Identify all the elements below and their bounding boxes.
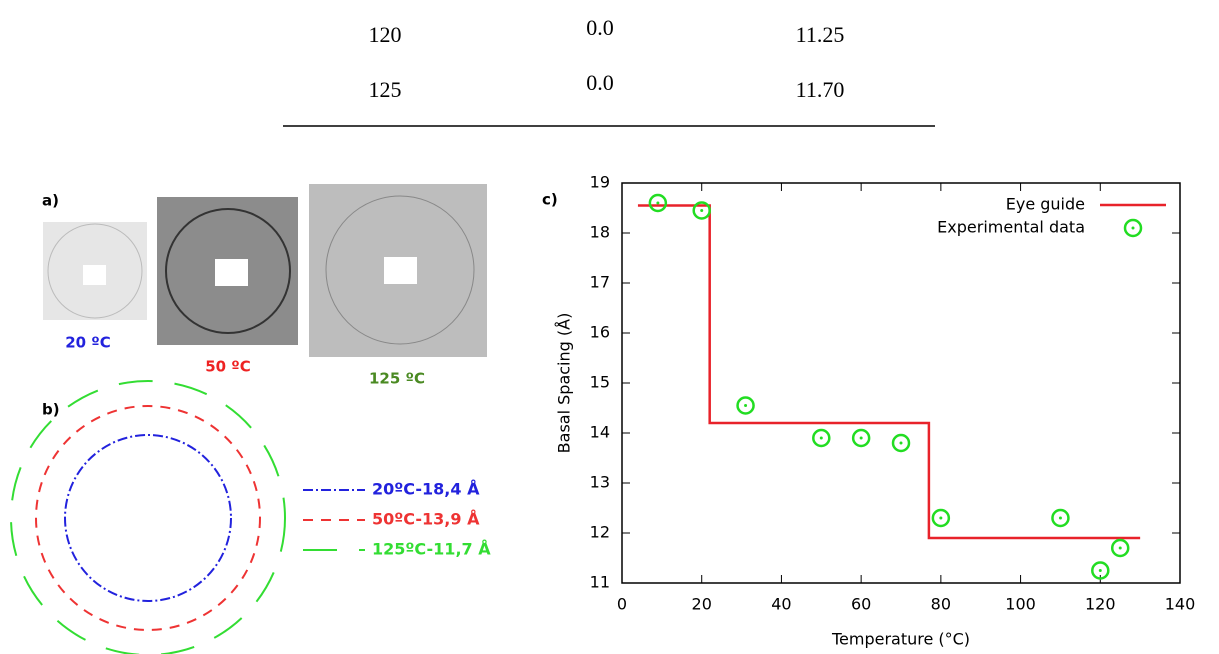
x-tick-label: 20 bbox=[692, 595, 712, 614]
y-tick-label: 14 bbox=[590, 423, 610, 442]
image-beamstop bbox=[215, 259, 248, 286]
page: 1200.011.251250.011.70 a) 20 ºC 50 ºC 12… bbox=[0, 0, 1219, 654]
legend-label: 20ºC-18,4 Å bbox=[372, 480, 480, 499]
panel-label: b) bbox=[42, 401, 60, 419]
table: 120 0.0 11.25 125 0.0 11.70 bbox=[369, 15, 845, 102]
image-beamstop bbox=[384, 257, 417, 284]
image-caption: 125 ºC bbox=[369, 370, 425, 388]
image-beamstop bbox=[83, 265, 106, 285]
marker-dot bbox=[900, 442, 903, 445]
table-cell: 0.0 bbox=[586, 70, 614, 95]
table-cell: 0.0 bbox=[586, 15, 614, 40]
chart: 11 12 13 14 15 16 17 18 19 0 20 40 60 80 100 120 140 Temp… bbox=[542, 173, 1195, 649]
marker-dot bbox=[700, 209, 703, 212]
plot-frame bbox=[622, 183, 1180, 583]
marker-dot bbox=[1119, 547, 1122, 550]
ring-diagram: 20ºC-18,4 Å 50ºC-13,9 Å 125ºC-11,7 Å bbox=[11, 381, 491, 654]
legend-label: 50ºC-13,9 Å bbox=[372, 510, 480, 529]
data-point bbox=[893, 435, 909, 451]
table-cell: 11.25 bbox=[796, 22, 845, 47]
marker-dot bbox=[939, 517, 942, 520]
y-tick-label: 18 bbox=[590, 223, 610, 242]
eye-guide-line bbox=[638, 206, 1140, 539]
legend-marker bbox=[1132, 227, 1135, 230]
y-tick-label: 12 bbox=[590, 523, 610, 542]
x-tick-label: 120 bbox=[1085, 595, 1116, 614]
table-cell: 120 bbox=[369, 22, 402, 47]
marker-dot bbox=[744, 404, 747, 407]
data-point bbox=[933, 510, 949, 526]
y-axis-label: Basal Spacing (Å) bbox=[555, 313, 574, 454]
data-point bbox=[853, 430, 869, 446]
data-point bbox=[650, 195, 666, 211]
data-point bbox=[738, 398, 754, 414]
y-tick-label: 19 bbox=[590, 173, 610, 192]
marker-dot bbox=[1059, 517, 1062, 520]
data-point bbox=[1112, 540, 1128, 556]
y-tick-label: 11 bbox=[590, 573, 610, 592]
panel-label: c) bbox=[542, 191, 558, 209]
marker-dot bbox=[1099, 569, 1102, 572]
x-tick-label: 100 bbox=[1005, 595, 1036, 614]
legend-label: 125ºC-11,7 Å bbox=[372, 540, 491, 559]
x-tick-label: 0 bbox=[617, 595, 627, 614]
legend-label: Experimental data bbox=[937, 218, 1085, 237]
ring bbox=[65, 435, 231, 601]
x-axis-label: Temperature (°C) bbox=[831, 630, 970, 649]
y-tick-label: 16 bbox=[590, 323, 610, 342]
y-tick-label: 15 bbox=[590, 373, 610, 392]
marker-dot bbox=[860, 437, 863, 440]
marker-dot bbox=[820, 437, 823, 440]
table-cell: 11.70 bbox=[796, 77, 845, 102]
x-tick-label: 80 bbox=[931, 595, 951, 614]
ring bbox=[36, 406, 260, 630]
image-caption: 20 ºC bbox=[65, 334, 111, 352]
x-tick-label: 40 bbox=[771, 595, 791, 614]
data-point bbox=[813, 430, 829, 446]
table-cell: 125 bbox=[369, 77, 402, 102]
ring bbox=[11, 381, 285, 654]
data-point bbox=[1052, 510, 1068, 526]
x-tick-label: 140 bbox=[1165, 595, 1196, 614]
legend-label: Eye guide bbox=[1006, 195, 1085, 214]
x-tick-label: 60 bbox=[851, 595, 871, 614]
marker-dot bbox=[656, 202, 659, 205]
panel-label: a) bbox=[42, 192, 59, 210]
image-caption: 50 ºC bbox=[205, 358, 251, 376]
y-tick-label: 13 bbox=[590, 473, 610, 492]
y-tick-label: 17 bbox=[590, 273, 610, 292]
